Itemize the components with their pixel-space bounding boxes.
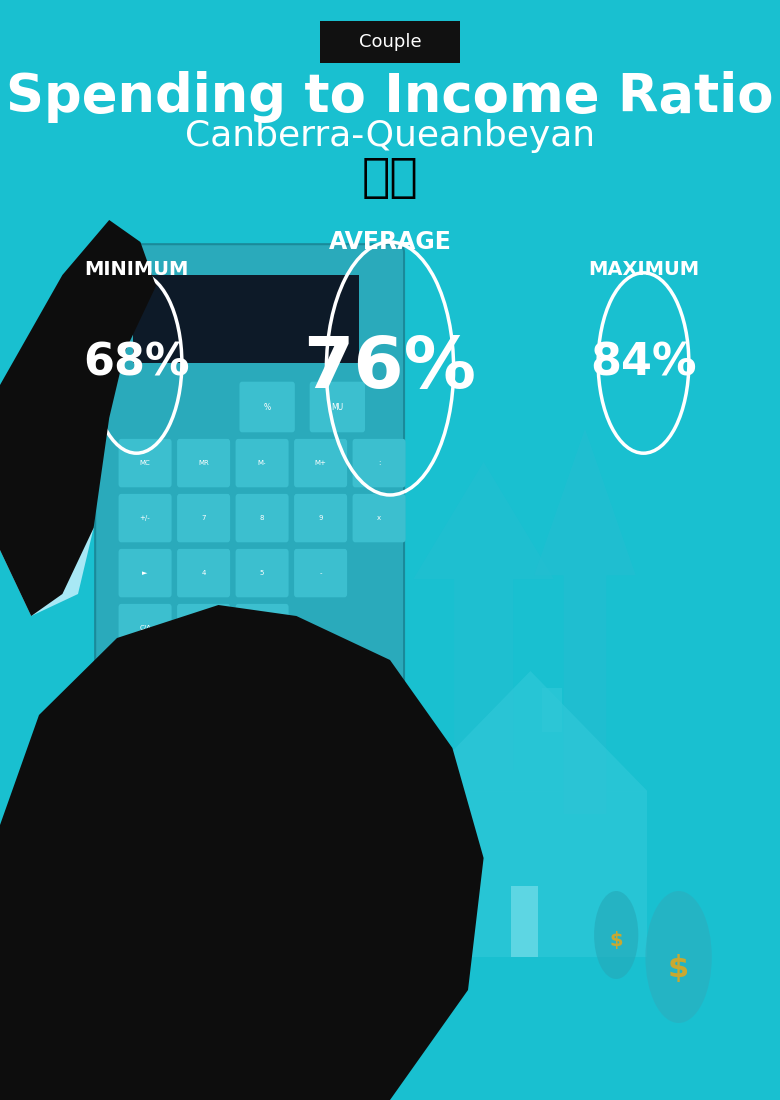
Polygon shape xyxy=(0,220,156,616)
FancyBboxPatch shape xyxy=(119,604,172,652)
FancyBboxPatch shape xyxy=(119,549,172,597)
Polygon shape xyxy=(0,605,484,1100)
Text: $: $ xyxy=(668,954,690,982)
FancyBboxPatch shape xyxy=(294,439,347,487)
FancyBboxPatch shape xyxy=(119,494,172,542)
FancyBboxPatch shape xyxy=(294,494,347,542)
Text: :: : xyxy=(378,460,381,466)
FancyBboxPatch shape xyxy=(236,604,289,652)
FancyBboxPatch shape xyxy=(413,791,647,957)
FancyBboxPatch shape xyxy=(119,439,172,487)
FancyBboxPatch shape xyxy=(294,549,347,597)
Text: AVERAGE: AVERAGE xyxy=(328,230,452,254)
Text: 8: 8 xyxy=(260,515,264,521)
Text: 2: 2 xyxy=(201,625,206,631)
Text: 84%: 84% xyxy=(590,341,697,385)
Text: .: . xyxy=(203,672,204,679)
Text: M-: M- xyxy=(258,460,266,466)
Text: MR: MR xyxy=(198,460,209,466)
Polygon shape xyxy=(0,880,140,1100)
FancyBboxPatch shape xyxy=(320,21,460,63)
FancyBboxPatch shape xyxy=(239,382,295,432)
Polygon shape xyxy=(413,671,647,791)
FancyBboxPatch shape xyxy=(177,439,230,487)
Text: Spending to Income Ratio: Spending to Income Ratio xyxy=(6,70,774,123)
Polygon shape xyxy=(0,484,94,616)
FancyBboxPatch shape xyxy=(511,886,538,957)
Text: C/A: C/A xyxy=(139,625,151,631)
Text: Canberra-Queanbeyan: Canberra-Queanbeyan xyxy=(185,120,595,153)
Text: 00: 00 xyxy=(140,672,150,679)
FancyBboxPatch shape xyxy=(177,604,230,652)
Text: 0: 0 xyxy=(260,672,264,679)
Text: 4: 4 xyxy=(201,570,206,576)
Text: MC: MC xyxy=(140,460,151,466)
Text: +/-: +/- xyxy=(140,515,151,521)
FancyBboxPatch shape xyxy=(236,654,289,696)
Polygon shape xyxy=(534,429,636,814)
Text: $: $ xyxy=(609,931,623,950)
Text: 7: 7 xyxy=(201,515,206,521)
FancyBboxPatch shape xyxy=(177,654,230,696)
Text: x: x xyxy=(377,515,381,521)
Text: %: % xyxy=(263,403,271,411)
FancyBboxPatch shape xyxy=(95,244,404,702)
Text: MU: MU xyxy=(331,403,343,411)
Text: -: - xyxy=(319,570,322,576)
Ellipse shape xyxy=(645,891,712,1023)
FancyBboxPatch shape xyxy=(236,549,289,597)
FancyBboxPatch shape xyxy=(353,439,406,487)
FancyBboxPatch shape xyxy=(177,494,230,542)
Ellipse shape xyxy=(594,891,638,979)
FancyBboxPatch shape xyxy=(542,688,562,732)
FancyBboxPatch shape xyxy=(353,494,406,542)
Text: MINIMUM: MINIMUM xyxy=(84,260,189,279)
Text: MAXIMUM: MAXIMUM xyxy=(588,260,699,279)
FancyBboxPatch shape xyxy=(236,439,289,487)
FancyBboxPatch shape xyxy=(310,382,365,432)
Text: M+: M+ xyxy=(314,460,327,466)
Text: 76%: 76% xyxy=(303,334,477,403)
Text: 5: 5 xyxy=(260,570,264,576)
FancyBboxPatch shape xyxy=(177,549,230,597)
Text: 🇦🇺: 🇦🇺 xyxy=(362,156,418,200)
FancyBboxPatch shape xyxy=(236,494,289,542)
FancyBboxPatch shape xyxy=(133,275,359,363)
Text: 9: 9 xyxy=(318,515,323,521)
Text: ►: ► xyxy=(143,570,147,576)
FancyBboxPatch shape xyxy=(119,654,172,696)
Text: 68%: 68% xyxy=(83,341,190,385)
Text: Couple: Couple xyxy=(359,33,421,51)
Polygon shape xyxy=(413,462,554,770)
Text: 3: 3 xyxy=(260,625,264,631)
